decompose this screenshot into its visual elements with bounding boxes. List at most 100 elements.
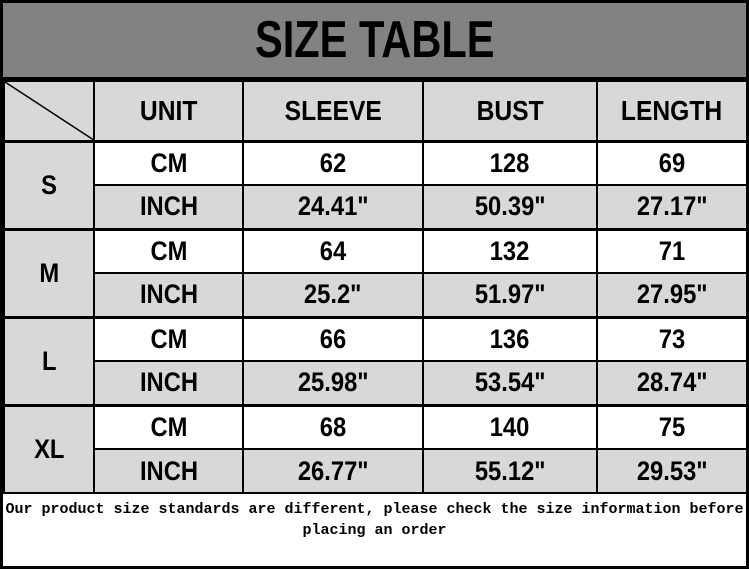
unit-label-cm: CM	[93, 404, 244, 450]
unit-label-inch: INCH	[93, 360, 244, 406]
unit-label-text: INCH	[139, 455, 198, 486]
page-title: SIZE TABLE	[254, 11, 495, 69]
size-label-xl: XL	[3, 404, 95, 494]
column-header-label: UNIT	[139, 94, 198, 126]
column-header-label: BUST	[476, 94, 544, 126]
cell-m-sleeve-inch: 25.2"	[242, 272, 424, 318]
size-section-m: M CM 64 132 71 INCH 25.2" 51.97" 27.95"	[3, 228, 746, 318]
unit-label-text: CM	[150, 147, 187, 178]
footer-note-text: Our product size standards are different…	[5, 501, 744, 539]
cell-l-sleeve-cm: 66	[242, 316, 424, 362]
size-table: UNIT SLEEVE BUST LENGTH S CM 62 128 69 I…	[3, 80, 746, 494]
unit-label-inch: INCH	[93, 272, 244, 318]
column-header-length: LENGTH	[596, 80, 746, 142]
unit-label-inch: INCH	[93, 184, 244, 230]
column-header-unit: UNIT	[93, 80, 244, 142]
title-bar: SIZE TABLE	[3, 3, 746, 80]
cell-l-bust-inch: 53.54"	[422, 360, 598, 406]
table-row: INCH 26.77" 55.12" 29.53"	[4, 448, 746, 494]
cell-m-sleeve-cm: 64	[242, 228, 424, 274]
cell-l-length-inch: 28.74"	[596, 360, 746, 406]
cell-s-bust-cm: 128	[422, 140, 598, 186]
cell-value: 140	[490, 411, 530, 442]
header-row: UNIT SLEEVE BUST LENGTH	[3, 80, 746, 142]
cell-m-length-inch: 27.95"	[596, 272, 746, 318]
cell-value: 136	[490, 323, 530, 354]
cell-xl-bust-cm: 140	[422, 404, 598, 450]
unit-label-text: CM	[150, 235, 187, 266]
table-header: UNIT SLEEVE BUST LENGTH	[3, 80, 746, 142]
corner-cell	[3, 80, 95, 142]
cell-m-bust-inch: 51.97"	[422, 272, 598, 318]
cell-value: 53.54"	[474, 367, 546, 398]
table-row: L CM 66 136 73	[3, 316, 746, 406]
cell-value: 25.98"	[297, 367, 369, 398]
size-label-s: S	[3, 140, 95, 230]
column-header-sleeve: SLEEVE	[242, 80, 424, 142]
cell-value: 25.2"	[304, 279, 362, 310]
cell-value: 24.41"	[297, 191, 369, 222]
unit-label-cm: CM	[93, 316, 244, 362]
size-label-text: M	[39, 257, 59, 288]
cell-s-bust-inch: 50.39"	[422, 184, 598, 230]
table-row: INCH 25.98" 53.54" 28.74"	[4, 360, 746, 406]
table-row: INCH 25.2" 51.97" 27.95"	[4, 272, 746, 318]
cell-value: 73	[658, 323, 686, 354]
diagonal-line	[5, 82, 93, 140]
cell-value: 66	[319, 323, 347, 354]
unit-label-cm: CM	[93, 228, 244, 274]
cell-l-sleeve-inch: 25.98"	[242, 360, 424, 406]
cell-l-bust-cm: 136	[422, 316, 598, 362]
table-row: S CM 62 128 69	[3, 140, 746, 230]
cell-value: 50.39"	[474, 191, 546, 222]
column-header-label: LENGTH	[621, 94, 723, 126]
size-section-s: S CM 62 128 69 INCH 24.41" 50.39" 27.17"	[3, 140, 746, 230]
cell-s-sleeve-cm: 62	[242, 140, 424, 186]
cell-s-length-cm: 69	[596, 140, 746, 186]
cell-xl-length-inch: 29.53"	[596, 448, 746, 494]
size-label-l: L	[3, 316, 95, 406]
cell-s-length-inch: 27.17"	[596, 184, 746, 230]
cell-value: 29.53"	[636, 455, 708, 486]
size-label-text: L	[41, 345, 57, 376]
cell-value: 71	[658, 235, 686, 266]
unit-label-text: CM	[150, 411, 187, 442]
cell-value: 51.97"	[474, 279, 546, 310]
cell-value: 69	[658, 147, 686, 178]
cell-value: 28.74"	[636, 367, 708, 398]
table-row: INCH 24.41" 50.39" 27.17"	[4, 184, 746, 230]
cell-value: 27.95"	[636, 279, 708, 310]
unit-label-text: INCH	[139, 367, 198, 398]
cell-value: 75	[658, 411, 686, 442]
cell-value: 26.77"	[297, 455, 369, 486]
footer-note: Our product size standards are different…	[3, 494, 746, 566]
column-header-bust: BUST	[422, 80, 598, 142]
cell-s-sleeve-inch: 24.41"	[242, 184, 424, 230]
unit-label-inch: INCH	[93, 448, 244, 494]
table-row: XL CM 68 140 75	[3, 404, 746, 494]
table-row: M CM 64 132 71	[3, 228, 746, 318]
cell-xl-sleeve-inch: 26.77"	[242, 448, 424, 494]
unit-label-text: INCH	[139, 279, 198, 310]
unit-label-text: CM	[150, 323, 187, 354]
cell-xl-sleeve-cm: 68	[242, 404, 424, 450]
column-header-label: SLEEVE	[284, 94, 382, 126]
size-section-l: L CM 66 136 73 INCH 25.98" 53.54" 28.74"	[3, 316, 746, 406]
cell-value: 55.12"	[474, 455, 546, 486]
cell-xl-bust-inch: 55.12"	[422, 448, 598, 494]
cell-value: 64	[319, 235, 347, 266]
cell-value: 128	[490, 147, 530, 178]
cell-value: 132	[490, 235, 530, 266]
size-label-text: XL	[33, 433, 65, 464]
size-label-m: M	[3, 228, 95, 318]
size-section-xl: XL CM 68 140 75 INCH 26.77" 55.12" 29.53…	[3, 404, 746, 494]
cell-m-length-cm: 71	[596, 228, 746, 274]
cell-m-bust-cm: 132	[422, 228, 598, 274]
cell-value: 68	[319, 411, 347, 442]
cell-value: 27.17"	[636, 191, 708, 222]
unit-label-text: INCH	[139, 191, 198, 222]
cell-l-length-cm: 73	[596, 316, 746, 362]
cell-xl-length-cm: 75	[596, 404, 746, 450]
unit-label-cm: CM	[93, 140, 244, 186]
